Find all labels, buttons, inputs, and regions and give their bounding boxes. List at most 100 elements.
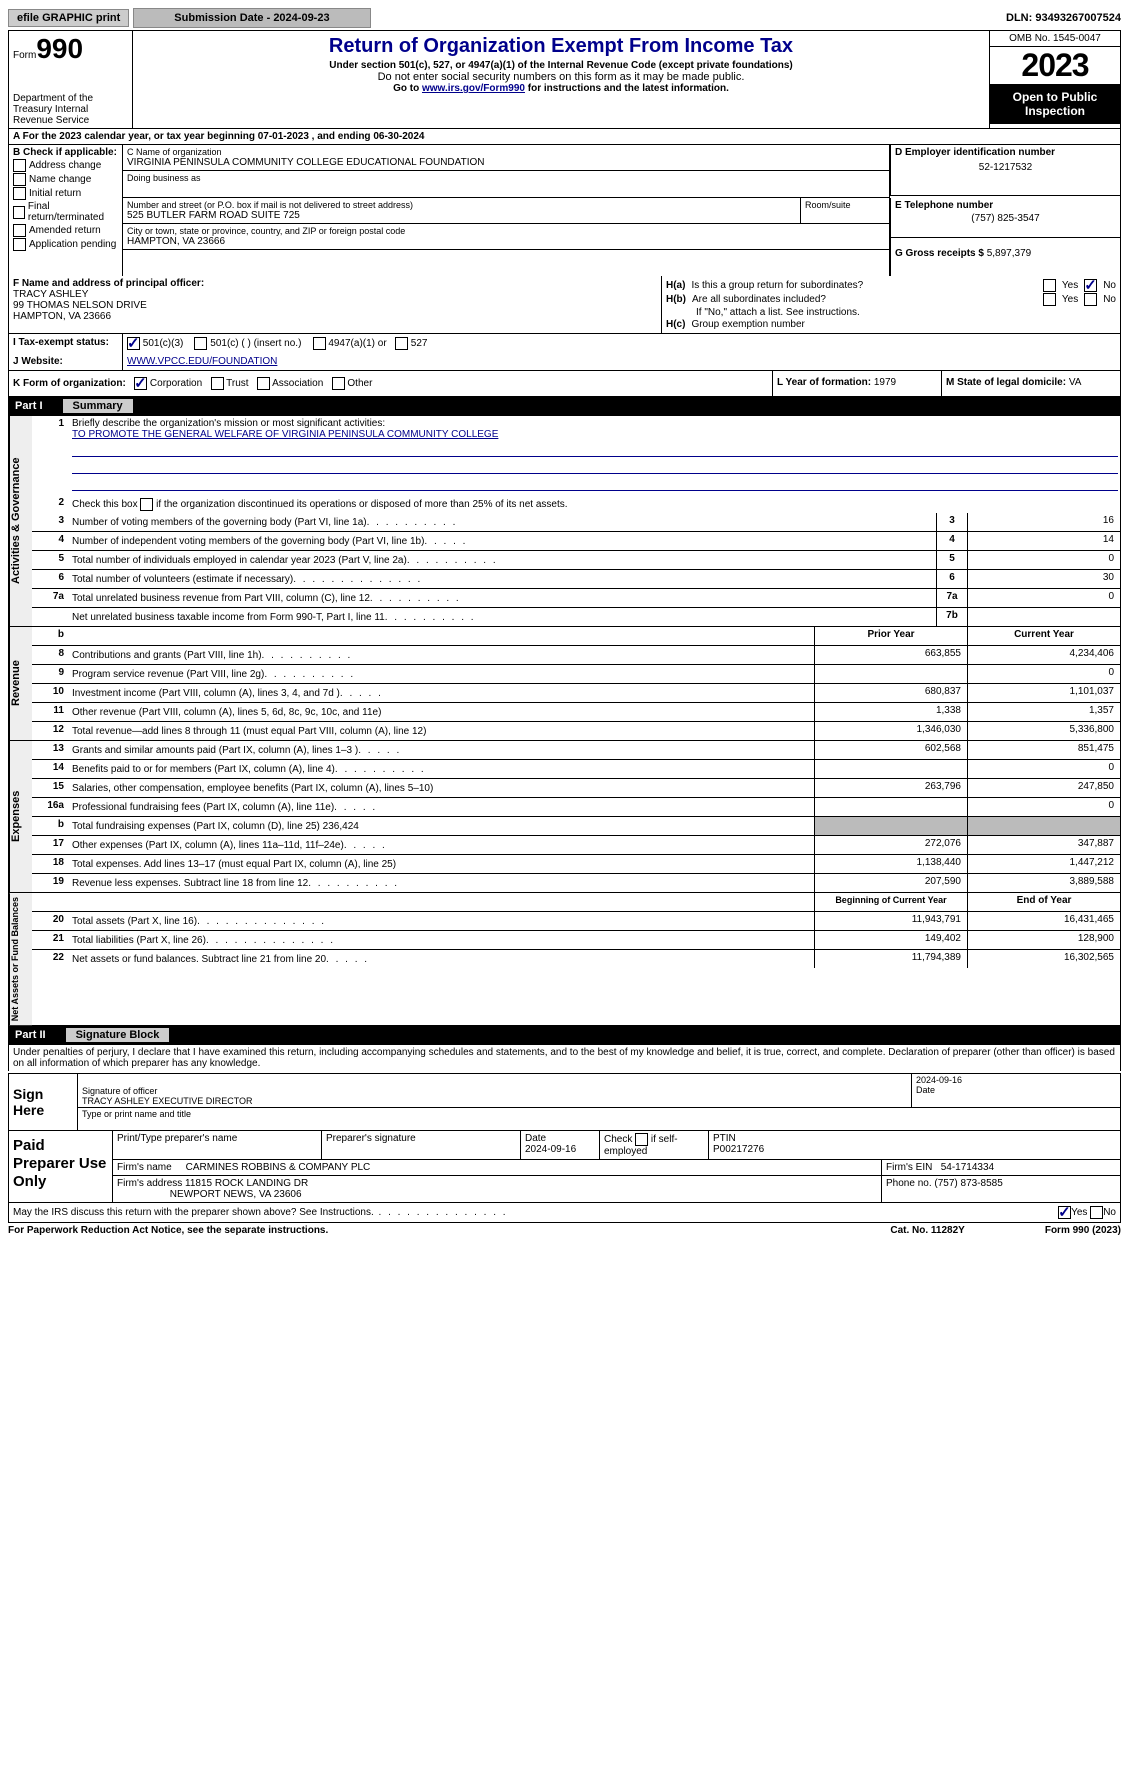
gross-label: G Gross receipts $ [895,248,984,259]
chk-trust[interactable] [211,377,224,390]
type-name-label: Type or print name and title [78,1108,1120,1120]
chk-app-pending[interactable] [13,238,26,251]
ein-value: 52-1217532 [895,162,1116,173]
l13-curr: 851,475 [967,741,1120,759]
phone-value: (757) 825-3547 [895,213,1116,224]
discuss-yes[interactable] [1058,1206,1071,1219]
line2: Check this box if the organization disco… [72,498,568,511]
hb-yes[interactable] [1043,293,1056,306]
chk-4947[interactable] [313,337,326,350]
firm-name: CARMINES ROBBINS & COMPANY PLC [186,1162,371,1173]
chk-527[interactable] [395,337,408,350]
section-expenses: Expenses 13Grants and similar amounts pa… [8,741,1121,893]
side-revenue: Revenue [9,627,32,740]
year-formation: 1979 [874,377,896,388]
open-inspection: Open to Public Inspection [990,84,1120,124]
firm-addr1: 11815 ROCK LANDING DR [185,1178,308,1189]
sign-here-label: Sign Here [9,1074,78,1130]
l8-prior: 663,855 [814,646,967,664]
gross-value: 5,897,379 [987,248,1032,259]
l12-curr: 5,336,800 [967,722,1120,740]
sign-here-block: Sign Here Signature of officerTRACY ASHL… [8,1073,1121,1131]
chk-address-change[interactable] [13,159,26,172]
chk-other[interactable] [332,377,345,390]
efile-button[interactable]: efile GRAPHIC print [8,9,129,27]
line3-val: 16 [967,513,1120,531]
line7a-val: 0 [967,589,1120,607]
section-activities: Activities & Governance 1 Briefly descri… [8,416,1121,627]
firm-ein: 54-1714334 [941,1162,994,1173]
chk-assoc[interactable] [257,377,270,390]
omb-number: OMB No. 1545-0047 [990,31,1120,47]
street-value: 525 BUTLER FARM ROAD SUITE 725 [127,210,796,221]
chk-501c3[interactable] [127,337,140,350]
l11-curr: 1,357 [967,703,1120,721]
section-revenue: Revenue bPrior YearCurrent Year 8Contrib… [8,627,1121,741]
form-page: Form 990 (2023) [1045,1225,1121,1236]
l17-curr: 347,887 [967,836,1120,854]
l9-prior [814,665,967,683]
chk-corp[interactable] [134,377,147,390]
website-link[interactable]: WWW.VPCC.EDU/FOUNDATION [127,356,277,367]
top-bar: efile GRAPHIC print Submission Date - 20… [8,8,1121,28]
chk-name-change[interactable] [13,173,26,186]
line4-val: 14 [967,532,1120,550]
chk-self-employed[interactable] [635,1133,648,1146]
part2-header: Part II Signature Block [8,1026,1121,1045]
form-header: Form990 Department of the Treasury Inter… [8,30,1121,129]
discuss-no[interactable] [1090,1206,1103,1219]
chk-initial-return[interactable] [13,187,26,200]
l20-begin: 11,943,791 [814,912,967,930]
hb-no[interactable] [1084,293,1097,306]
chk-final-return[interactable] [13,206,25,219]
officer-name: TRACY ASHLEY [13,289,88,300]
l10-curr: 1,101,037 [967,684,1120,702]
hdr-current: Current Year [967,627,1120,645]
ha-yes[interactable] [1043,279,1056,292]
l14-curr: 0 [967,760,1120,778]
cat-no: Cat. No. 11282Y [890,1225,964,1236]
header-grid: B Check if applicable: Address change Na… [8,145,1121,276]
hb-question: Are all subordinates included? [692,294,1037,305]
irs-discuss-row: May the IRS discuss this return with the… [8,1203,1121,1223]
box-b-label: B Check if applicable: [13,147,117,158]
hb-note: If "No," attach a list. See instructions… [696,307,860,318]
l19-curr: 3,889,588 [967,874,1120,892]
l9-curr: 0 [967,665,1120,683]
paid-preparer-block: Paid Preparer Use Only Print/Type prepar… [8,1131,1121,1203]
dept-treasury: Department of the Treasury Internal Reve… [13,93,128,126]
l11-prior: 1,338 [814,703,967,721]
l14-prior [814,760,967,778]
officer-addr2: HAMPTON, VA 23666 [13,311,111,322]
org-name-label: C Name of organization [127,147,885,157]
l22-end: 16,302,565 [967,950,1120,968]
row-klm: K Form of organization: Corporation Trus… [8,371,1121,397]
l8-curr: 4,234,406 [967,646,1120,664]
form-title: Return of Organization Exempt From Incom… [139,35,983,58]
l16b-prior [814,817,967,835]
row-j: J Website: WWW.VPCC.EDU/FOUNDATION [8,353,1121,371]
submission-button[interactable]: Submission Date - 2024-09-23 [133,8,370,28]
chk-amended[interactable] [13,224,26,237]
l16b-curr [967,817,1120,835]
row-i: I Tax-exempt status: 501(c)(3) 501(c) ( … [8,334,1121,353]
hdr-begin: Beginning of Current Year [814,893,967,911]
section-f-h: F Name and address of principal officer:… [8,276,1121,334]
dba-label: Doing business as [127,173,885,183]
org-name: VIRGINIA PENINSULA COMMUNITY COLLEGE EDU… [127,157,885,168]
section-net-assets: Net Assets or Fund Balances Beginning of… [8,893,1121,1026]
city-value: HAMPTON, VA 23666 [127,236,885,247]
irs-link[interactable]: www.irs.gov/Form990 [422,83,525,94]
l21-begin: 149,402 [814,931,967,949]
chk-501c[interactable] [194,337,207,350]
l16a-prior [814,798,967,816]
row-a-tax-year: A For the 2023 calendar year, or tax yea… [8,129,1121,145]
l13-prior: 602,568 [814,741,967,759]
dln: DLN: 93493267007524 [1006,12,1121,24]
tax-year: 2023 [990,47,1120,84]
l20-end: 16,431,465 [967,912,1120,930]
side-net: Net Assets or Fund Balances [9,893,32,1025]
ha-no[interactable] [1084,279,1097,292]
page-footer: For Paperwork Reduction Act Notice, see … [8,1223,1121,1238]
chk-discontinued[interactable] [140,498,153,511]
